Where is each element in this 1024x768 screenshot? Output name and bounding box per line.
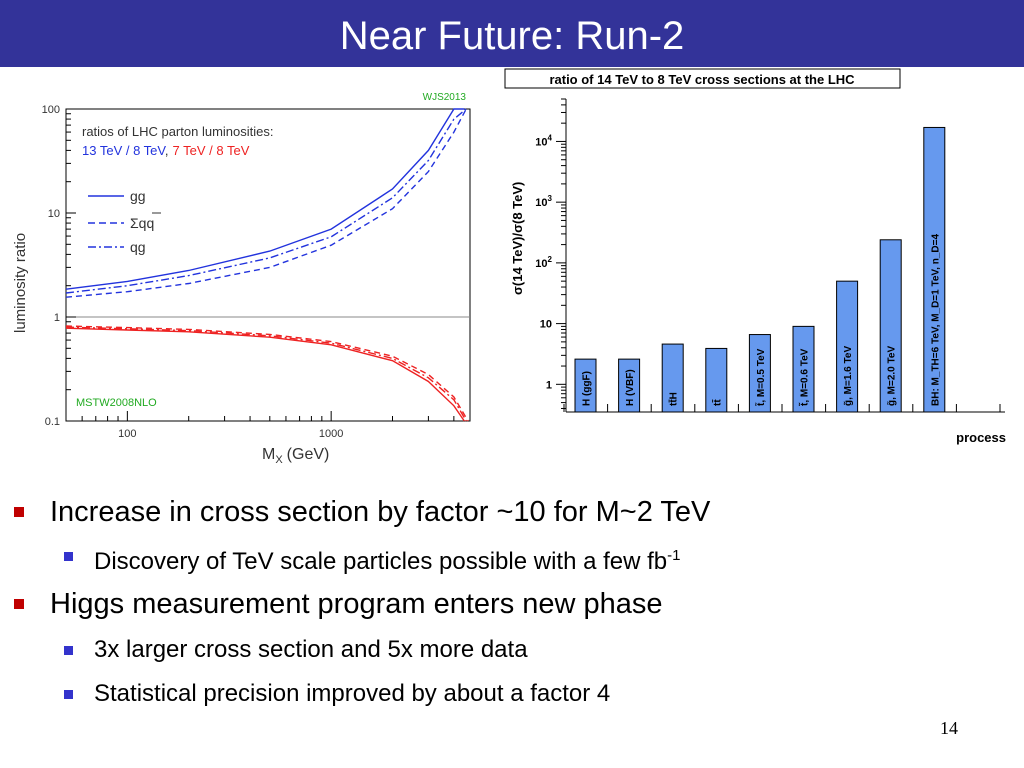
luminosity-legend-subtitle: 13 TeV / 8 TeV, 7 TeV / 8 TeV — [82, 143, 250, 158]
luminosity-x-axis-label: MX (GeV) — [262, 446, 329, 466]
legend-blue-label: 13 TeV / 8 TeV — [82, 143, 166, 158]
x-label-sub: X — [275, 454, 283, 466]
sub-bullet-1-1-sup: -1 — [667, 547, 681, 564]
bullet-2-text: Higgs measurement program enters new pha… — [50, 588, 663, 620]
bar-label-1: H (VBF) — [625, 369, 636, 406]
cross-section-x-axis-label: process — [956, 430, 1006, 445]
cross-section-x-ticks — [563, 404, 1001, 412]
luminosity-series — [65, 108, 469, 422]
bar-6 — [836, 280, 859, 413]
luminosity-y-axis-label: luminosity ratio — [12, 233, 29, 333]
bar-label-4: t̃, M=0.5 TeV — [754, 348, 767, 406]
x-label-unit: (GeV) — [287, 446, 330, 463]
bar-8 — [923, 126, 946, 413]
cross-section-y-axis-label: σ(14 TeV)/σ(8 TeV) — [510, 182, 525, 295]
sub-bullet-marker — [64, 552, 73, 561]
xs-y-tick-label: 103 — [535, 194, 552, 209]
legend-red-label: 7 TeV / 8 TeV — [173, 143, 250, 158]
xs-y-tick-label: 10 — [540, 319, 552, 331]
cross-section-chart: ratio of 14 TeV to 8 TeV cross sections … — [504, 68, 1006, 445]
bar-4 — [748, 334, 771, 413]
bar-label-2: tt̄H — [668, 392, 680, 406]
y-tick-label: 10 — [48, 208, 60, 220]
x-tick-label: 100 — [118, 428, 136, 440]
y-tick-label: 0.1 — [45, 416, 60, 428]
xs-y-tick-label: 104 — [535, 133, 552, 148]
bar-label-3: tt̄ — [711, 399, 723, 406]
sub-bullet-marker — [64, 690, 73, 699]
bar-3 — [705, 347, 728, 413]
luminosity-x-ticks: 100 1000 — [81, 411, 455, 440]
legend-label-qq: Σqq — [130, 215, 154, 231]
cross-section-title: ratio of 14 TeV to 8 TeV cross sections … — [549, 72, 855, 87]
legend-separator: , — [165, 143, 169, 158]
cross-section-y-ticks: 1 10 102 103 104 — [535, 98, 566, 409]
page-number: 14 — [940, 718, 958, 738]
bar-label-5: t̃, M=0.6 TeV — [798, 348, 811, 406]
sub-bullet-1-1: Discovery of TeV scale particles possibl… — [14, 534, 1004, 578]
sub-bullet-2-2: Statistical precision improved by about … — [14, 672, 1004, 716]
luminosity-y-ticks: 0.1 1 10 100 — [42, 104, 76, 428]
bullet-1: Increase in cross section by factor ~10 … — [14, 492, 1004, 532]
sub-bullet-2-1-text: 3x larger cross section and 5x more data — [94, 636, 528, 663]
luminosity-line-5 — [65, 326, 467, 422]
charts-area: 100 1000 0.1 1 10 100 WJS2013 ratios of LHC … — [12, 68, 1006, 466]
cross-section-bars: H (ggF) H (VBF) tt̄H tt̄ t̃, M=0.5 TeV t̃, M=… — [574, 126, 946, 413]
title-bar — [0, 0, 1024, 67]
bar-2 — [661, 343, 684, 413]
luminosity-legend-title: ratios of LHC parton luminosities: — [82, 124, 273, 139]
bar-7 — [879, 239, 902, 413]
x-tick-label: 1000 — [319, 428, 343, 440]
y-tick-label: 1 — [54, 312, 60, 324]
xs-y-tick-label: 1 — [546, 379, 552, 391]
luminosity-line-2 — [65, 108, 467, 294]
legend-label-qg: qg — [130, 239, 146, 255]
bar-label-6: g̃, M=1.6 TeV — [843, 346, 854, 406]
bullet-marker — [14, 507, 24, 517]
sub-bullet-1-1-text: Discovery of TeV scale particles possibl… — [94, 548, 668, 575]
x-label-main: M — [262, 446, 275, 463]
luminosity-chart: 100 1000 0.1 1 10 100 WJS2013 ratios of LHC … — [12, 92, 471, 466]
y-tick-label: 100 — [42, 104, 60, 116]
slide-title: Near Future: Run-2 — [339, 14, 685, 58]
luminosity-plot-frame — [65, 108, 471, 422]
bullet-list: Increase in cross section by factor ~10 … — [14, 492, 1004, 716]
sub-bullet-2-1: 3x larger cross section and 5x more data — [14, 628, 1004, 672]
bar-0 — [574, 358, 597, 413]
bullet-marker — [14, 599, 24, 609]
luminosity-legend: gg Σqq qg — [88, 188, 161, 255]
xs-y-tick-label: 102 — [535, 255, 552, 270]
bullet-2: Higgs measurement program enters new pha… — [14, 584, 1004, 624]
luminosity-corner-label: WJS2013 — [423, 92, 467, 103]
legend-label-gg: gg — [130, 188, 146, 204]
sub-bullet-marker — [64, 646, 73, 655]
bar-1 — [618, 358, 641, 413]
luminosity-line-3 — [65, 327, 465, 422]
cross-section-title-box — [504, 68, 901, 89]
bar-label-0: H (ggF) — [582, 371, 593, 406]
bar-label-8: BH: M_TH=6 TeV, M_D=1 TeV, n_D=4 — [930, 234, 941, 406]
luminosity-line-0 — [65, 108, 465, 290]
bullet-1-text: Increase in cross section by factor ~10 … — [50, 496, 711, 528]
luminosity-line-4 — [65, 325, 469, 422]
bar-5 — [792, 325, 815, 413]
luminosity-source-label: MSTW2008NLO — [76, 397, 157, 409]
sub-bullet-2-2-text: Statistical precision improved by about … — [94, 680, 611, 707]
bar-label-7: g̃, M=2.0 TeV — [886, 346, 897, 406]
luminosity-line-1 — [65, 108, 467, 298]
